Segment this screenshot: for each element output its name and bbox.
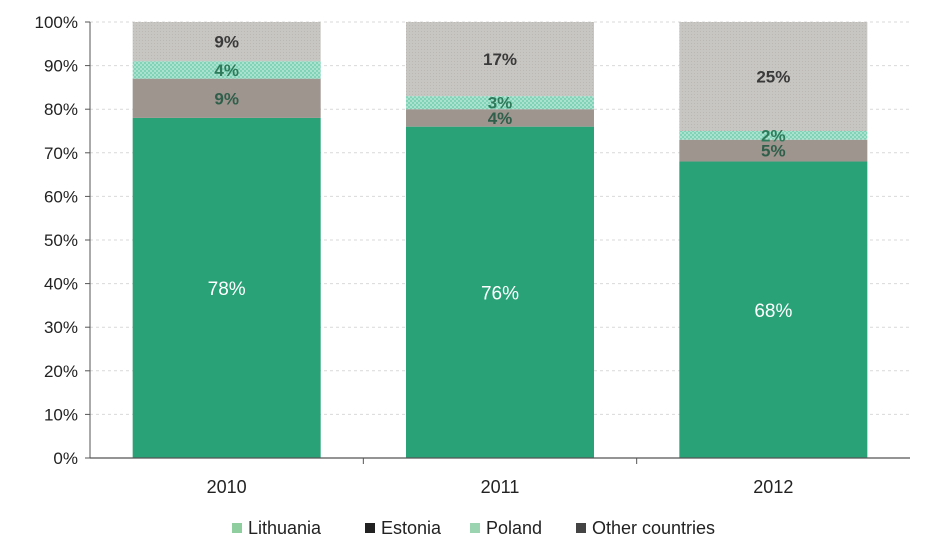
data-label: 68% [754, 301, 792, 322]
legend-swatch [365, 523, 375, 533]
y-tick-label: 50% [44, 231, 78, 250]
x-tick-label: 2011 [481, 477, 520, 497]
legend-label: Lithuania [248, 518, 322, 538]
x-tick-label: 2012 [753, 477, 793, 497]
bar-segment-poland [132, 61, 321, 79]
bar-segment-lithuania [132, 117, 321, 459]
bar-segment-lithuania [406, 126, 594, 458]
y-tick-label: 100% [35, 13, 78, 32]
legend: Lithuania Estonia Poland Other countries [232, 518, 715, 538]
bar-segment-poland [406, 96, 594, 110]
y-tick-label: 60% [44, 187, 78, 206]
bar-segment-estonia [406, 109, 594, 127]
bar-segment-estonia [679, 139, 868, 162]
legend-swatch [576, 523, 586, 533]
data-label: 3% [488, 94, 513, 113]
data-label: 4% [214, 61, 239, 80]
y-tick-label: 10% [44, 405, 78, 424]
legend-label: Estonia [381, 518, 442, 538]
y-tick-label: 80% [44, 100, 78, 119]
bar-segment-other-countries [132, 22, 321, 62]
legend-label: Poland [486, 518, 542, 538]
bar-segment-poland [679, 131, 868, 140]
y-tick-label: 20% [44, 362, 78, 381]
data-labels: 78%9%4%9%76%4%3%17%68%5%2%25% [208, 33, 793, 322]
y-tick-label: 40% [44, 275, 78, 294]
x-tick-label: 2010 [207, 477, 247, 497]
data-label: 9% [214, 33, 239, 52]
legend-item-poland: Poland [470, 518, 542, 538]
legend-item-estonia: Estonia [365, 518, 442, 538]
data-label: 17% [483, 50, 517, 69]
data-label: 4% [488, 109, 513, 128]
data-label: 76% [481, 283, 519, 304]
data-label: 2% [761, 126, 786, 145]
y-tick-label: 0% [53, 449, 78, 468]
axes: 0% 10% 20% 30% 40% 50% 60% 70% 80% 90% 100% 2010 201… [35, 13, 910, 497]
y-tick-label: 30% [44, 318, 78, 337]
data-label: 78% [208, 279, 246, 300]
bar-segment-other-countries [406, 22, 594, 97]
y-tick-label: 70% [44, 144, 78, 163]
legend-swatch [232, 523, 242, 533]
bars [132, 22, 868, 459]
data-label: 25% [756, 68, 790, 87]
bar-segment-estonia [132, 78, 321, 118]
legend-label: Other countries [592, 518, 715, 538]
y-tick-label: 90% [44, 57, 78, 76]
bar-segment-lithuania [679, 161, 868, 458]
data-label: 5% [761, 142, 786, 161]
legend-item-lithuania: Lithuania [232, 518, 322, 538]
legend-item-other-countries: Other countries [576, 518, 715, 538]
legend-swatch [470, 523, 480, 533]
data-label: 9% [214, 89, 239, 108]
bar-segment-other-countries [679, 22, 868, 131]
